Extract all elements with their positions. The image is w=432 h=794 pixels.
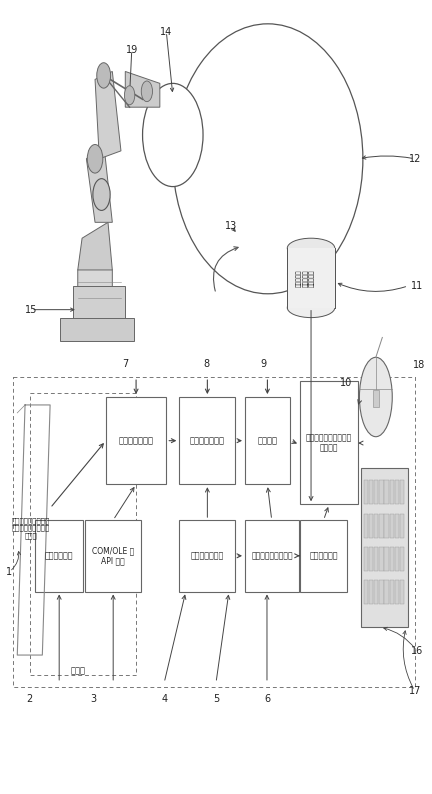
Bar — [361, 468, 408, 627]
Bar — [374, 514, 378, 538]
Ellipse shape — [287, 298, 335, 318]
Text: 17: 17 — [409, 686, 421, 696]
Text: 数据交换和处理: 数据交换和处理 — [118, 436, 154, 445]
Text: 空间轨迹生成、导入
或手动设模拟及机器
人控制: 空间轨迹生成、导入 或手动设模拟及机器 人控制 — [12, 517, 50, 539]
Bar — [384, 580, 389, 604]
Bar — [379, 480, 384, 504]
Circle shape — [93, 179, 110, 210]
Bar — [395, 480, 399, 504]
Bar — [369, 580, 373, 604]
Bar — [287, 248, 335, 308]
Bar — [300, 381, 358, 504]
Bar — [369, 480, 373, 504]
Text: 14: 14 — [160, 27, 172, 37]
Text: 15: 15 — [25, 305, 37, 314]
Bar — [374, 480, 378, 504]
Bar — [400, 580, 404, 604]
Circle shape — [97, 63, 111, 88]
Text: 轨迹仿真运行: 轨迹仿真运行 — [309, 551, 338, 561]
Bar — [60, 318, 134, 341]
Text: 轨迹生成: 轨迹生成 — [257, 436, 278, 445]
Bar — [245, 397, 290, 484]
Bar — [395, 514, 399, 538]
Text: 实际机器人
控制器识别
行程序文件: 实际机器人 控制器识别 行程序文件 — [296, 269, 315, 287]
Bar — [400, 480, 404, 504]
Text: 路线最优化处理: 路线最优化处理 — [190, 436, 225, 445]
Text: 虚拟机器人运动控制: 虚拟机器人运动控制 — [251, 551, 293, 561]
Bar — [179, 397, 235, 484]
Bar — [374, 547, 378, 571]
Polygon shape — [95, 71, 121, 159]
Text: 12: 12 — [409, 154, 421, 164]
Text: 11: 11 — [411, 281, 423, 291]
Bar — [245, 520, 299, 592]
Bar — [390, 514, 394, 538]
Bar — [400, 514, 404, 538]
Text: 2: 2 — [26, 694, 32, 703]
Polygon shape — [78, 222, 112, 270]
Circle shape — [141, 81, 152, 102]
Ellipse shape — [359, 357, 392, 437]
Polygon shape — [86, 143, 112, 222]
Text: 16: 16 — [411, 646, 423, 656]
Bar — [364, 514, 368, 538]
Text: 6: 6 — [264, 694, 270, 703]
Bar — [390, 547, 394, 571]
Text: 1: 1 — [6, 567, 13, 576]
Circle shape — [124, 86, 135, 105]
Bar — [85, 520, 141, 592]
Bar — [384, 480, 389, 504]
Ellipse shape — [287, 238, 335, 258]
Text: 13: 13 — [225, 222, 237, 231]
Bar — [384, 547, 389, 571]
Ellipse shape — [143, 83, 203, 187]
Bar — [35, 520, 83, 592]
Bar — [373, 390, 379, 407]
Bar — [30, 393, 136, 675]
Text: 8: 8 — [203, 359, 210, 368]
Text: 5: 5 — [213, 694, 219, 703]
Bar — [379, 580, 384, 604]
Bar — [369, 514, 373, 538]
Bar — [364, 580, 368, 604]
Text: 3: 3 — [90, 694, 96, 703]
Text: 10: 10 — [340, 378, 352, 387]
Text: 三维建模环境: 三维建模环境 — [45, 551, 73, 561]
Circle shape — [87, 145, 103, 173]
Bar — [73, 286, 125, 333]
Text: COM/OLE 等
API 接口: COM/OLE 等 API 接口 — [92, 546, 134, 565]
Bar — [13, 377, 415, 687]
Text: 7: 7 — [122, 359, 128, 368]
Polygon shape — [78, 254, 112, 310]
Polygon shape — [125, 71, 160, 107]
Bar — [374, 580, 378, 604]
Bar — [369, 547, 373, 571]
Bar — [400, 547, 404, 571]
Text: 19: 19 — [126, 45, 138, 55]
Bar — [106, 397, 166, 484]
Bar — [384, 514, 389, 538]
Bar — [379, 514, 384, 538]
Bar — [379, 547, 384, 571]
Bar — [390, 480, 394, 504]
Text: 9: 9 — [260, 359, 267, 368]
Bar — [179, 520, 235, 592]
Text: 18: 18 — [413, 360, 425, 370]
Text: 机器人算法运算: 机器人算法运算 — [191, 551, 224, 561]
Text: 计算机: 计算机 — [70, 666, 85, 676]
Text: 4: 4 — [161, 694, 167, 703]
Text: 控制器程序文件数据转
换和生成: 控制器程序文件数据转 换和生成 — [306, 433, 352, 453]
Bar — [300, 520, 347, 592]
Bar — [390, 580, 394, 604]
Bar — [395, 580, 399, 604]
Bar — [395, 547, 399, 571]
Bar — [364, 480, 368, 504]
Bar — [364, 547, 368, 571]
